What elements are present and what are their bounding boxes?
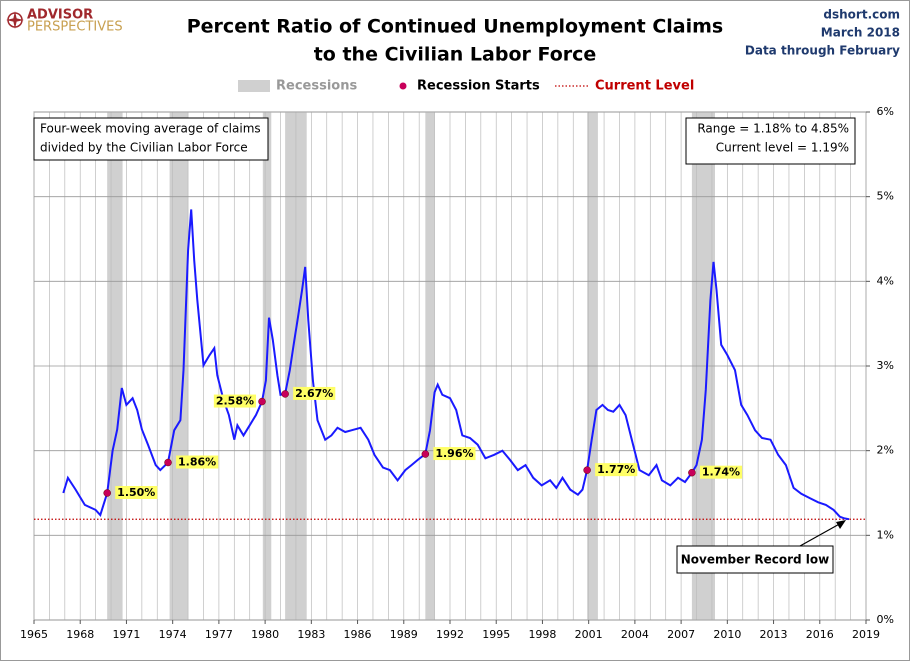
y-tick-label: 6% <box>877 105 894 118</box>
stats: Range = 1.18% to 4.85% <box>697 122 849 136</box>
x-tick-label: 2016 <box>806 628 834 641</box>
value-label-bg <box>213 394 257 408</box>
recession-start <box>421 450 430 458</box>
stats-box <box>685 117 856 165</box>
value-label-bg <box>595 463 638 477</box>
callout: November Record low <box>681 553 829 567</box>
legend-label: Current Level <box>595 79 694 94</box>
x-tick-label: 1992 <box>436 628 464 641</box>
y-tick-label: 5% <box>877 190 894 203</box>
x-tick-label: 2007 <box>667 628 695 641</box>
legend-swatch <box>399 82 407 90</box>
value-label-bg <box>699 465 743 479</box>
y-tick-label: 3% <box>877 359 894 372</box>
value-label: 1.50% <box>117 486 155 499</box>
x-tick-label: 1968 <box>66 628 94 641</box>
recession-start <box>103 489 111 497</box>
value-label: 1.77% <box>597 463 635 476</box>
x-tick-label: 1971 <box>112 628 140 641</box>
logo: ADVISOR <box>27 8 93 23</box>
note: divided by the Civilian Labor Force <box>40 141 248 155</box>
value-label: 1.96% <box>435 447 473 460</box>
y-tick-label: 2% <box>877 444 894 457</box>
x-tick-label: 2019 <box>852 628 880 641</box>
value-label: 1.86% <box>178 456 216 469</box>
x-tick-label: 1998 <box>528 628 556 641</box>
x-tick-label: 1989 <box>390 628 418 641</box>
y-tick-label: 1% <box>877 528 894 541</box>
value-label: 2.67% <box>295 387 333 400</box>
recession-start <box>688 468 696 477</box>
x-tick-label: 1986 <box>344 628 372 641</box>
recession-start <box>281 390 289 398</box>
callout-arrow <box>799 521 844 547</box>
recession-start <box>164 458 172 467</box>
recession-start <box>583 466 591 474</box>
source: dshort.com <box>823 8 900 22</box>
source: March 2018 <box>821 26 900 40</box>
source: Data through February <box>745 44 900 58</box>
x-tick-label: 1980 <box>251 628 279 641</box>
logo-icon <box>6 11 24 29</box>
value-label: 1.77% <box>595 463 638 477</box>
value-label: 1.96% <box>433 447 476 461</box>
x-tick-label: 2013 <box>760 628 788 641</box>
value-label: 1.74% <box>699 465 743 479</box>
legend-label: Recession Starts <box>417 79 540 94</box>
chart-title: Percent Ratio of Continued Unemployment … <box>187 16 723 38</box>
value-label-bg <box>433 447 476 461</box>
x-tick-label: 1977 <box>205 628 233 641</box>
y-tick-label: 0% <box>877 613 894 626</box>
value-label-bg <box>176 455 219 469</box>
legend-label: Recessions <box>276 79 357 94</box>
note: Four-week moving average of claims <box>40 122 261 136</box>
value-label: 1.74% <box>702 466 740 479</box>
recession-start <box>258 397 266 406</box>
value-label: 1.86% <box>176 455 219 469</box>
x-tick-label: 2001 <box>575 628 603 641</box>
value-label-bg <box>293 386 336 400</box>
stats: Current level = 1.19% <box>716 141 849 155</box>
x-tick-label: 2010 <box>713 628 741 641</box>
value-label: 2.58% <box>213 394 257 408</box>
x-tick-label: 1983 <box>297 628 325 641</box>
x-tick-label: 1974 <box>159 628 187 641</box>
logo: PERSPECTIVES <box>27 20 123 35</box>
x-tick-label: 1965 <box>20 628 48 641</box>
chart-title: to the Civilian Labor Force <box>314 44 597 66</box>
callout-box <box>676 545 834 574</box>
x-tick-label: 1995 <box>482 628 510 641</box>
x-tick-label: 2004 <box>621 628 649 641</box>
value-label-bg <box>115 486 158 499</box>
y-tick-label: 4% <box>877 274 894 287</box>
legend-swatch <box>238 80 270 92</box>
callout-arrowhead <box>836 520 846 529</box>
value-label: 2.67% <box>293 386 336 400</box>
note-box <box>33 117 269 161</box>
value-label: 1.50% <box>115 486 158 499</box>
value-label: 2.58% <box>216 395 254 408</box>
